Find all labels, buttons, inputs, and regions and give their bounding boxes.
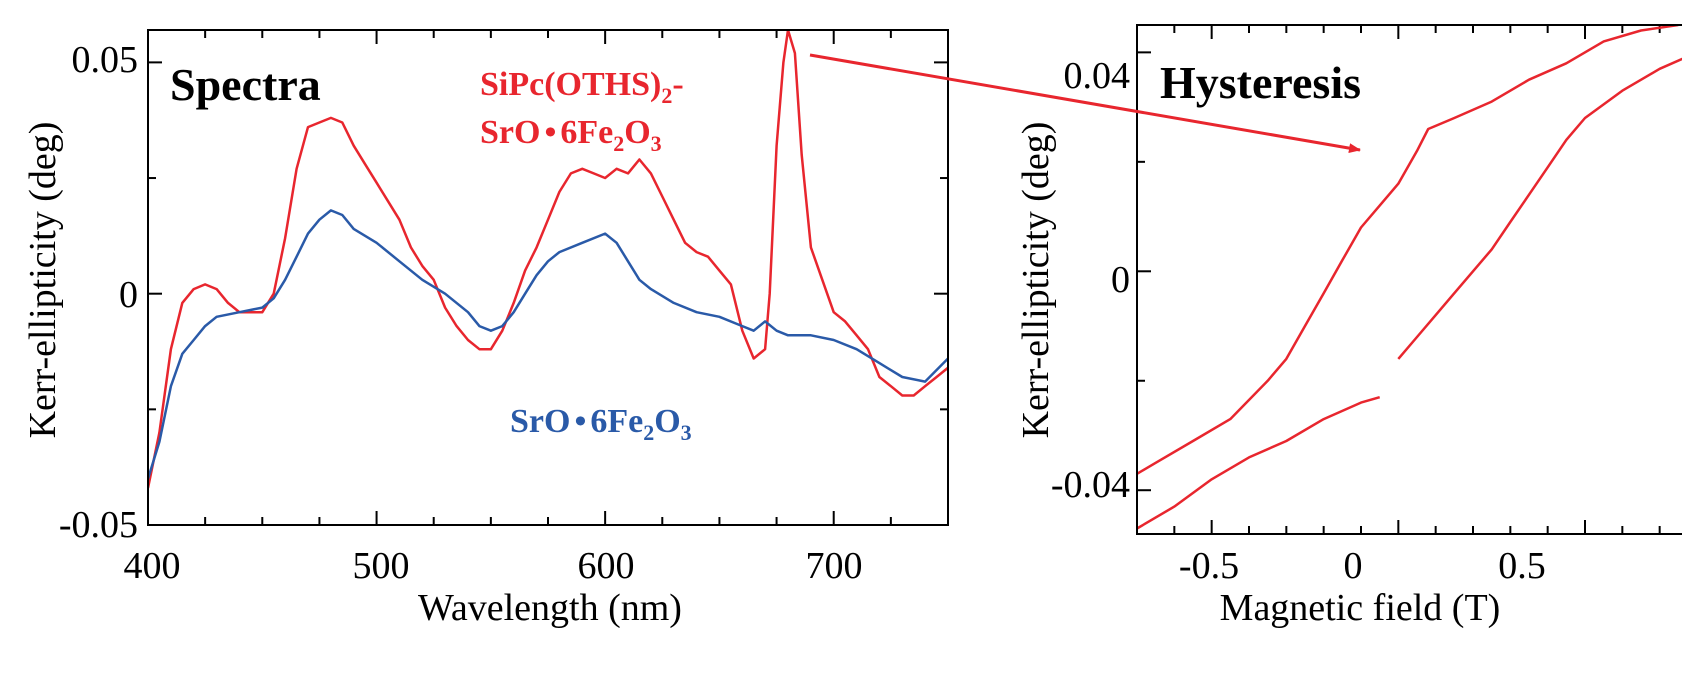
blue-label-o: O bbox=[654, 403, 680, 440]
hysteresis-panel: 0.04 0 -0.04 -0.5 0 0.5 Magnetic field (… bbox=[1015, 24, 1682, 629]
spectra-x-tick-label-700: 700 bbox=[806, 545, 863, 587]
hysteresis-series-group bbox=[1137, 25, 1682, 530]
hysteresis-y-tick-label-0.04: 0.04 bbox=[1064, 55, 1131, 97]
hysteresis-x-tick-label-0: 0 bbox=[1344, 545, 1363, 587]
red-label-tail: - bbox=[672, 66, 683, 103]
spectra-x-axis-title: Wavelength (nm) bbox=[418, 587, 682, 629]
red-label-fe: 6Fe bbox=[560, 114, 613, 151]
spectra-panel: 0.05 0 -0.05 400 500 600 700 Wavelength … bbox=[22, 29, 949, 629]
hysteresis-x-axis-title: Magnetic field (T) bbox=[1220, 587, 1501, 629]
spectra-y-tick-label-0.05: 0.05 bbox=[72, 39, 139, 81]
hysteresis-y-tick-label-0: 0 bbox=[1111, 259, 1130, 301]
hysteresis-plot-frame bbox=[1136, 24, 1682, 535]
spectra-plot-frame bbox=[147, 29, 949, 526]
spectra-series-line-0 bbox=[148, 30, 948, 489]
red-label-part: SiPc(OTHS) bbox=[480, 66, 661, 103]
spectra-y-axis-title: Kerr-ellipticity (deg) bbox=[22, 122, 64, 439]
blue-label-fe: 6Fe bbox=[590, 403, 643, 440]
spectra-red-series-label-line1: SiPc(OTHS)2- bbox=[480, 66, 684, 108]
hysteresis-y-axis-title: Kerr-ellipticity (deg) bbox=[1015, 122, 1057, 439]
spectra-series-group bbox=[148, 30, 948, 489]
red-label-subscript: 2 bbox=[661, 83, 672, 108]
hysteresis-y-tick-label-minus-0.04: -0.04 bbox=[1051, 464, 1130, 506]
spectra-y-tick-label-0: 0 bbox=[119, 274, 138, 316]
blue-label-sub1: 2 bbox=[643, 420, 654, 445]
spectra-series-line-1 bbox=[148, 209, 948, 480]
hysteresis-panel-title: Hysteresis bbox=[1160, 57, 1361, 108]
hysteresis-series-line-0 bbox=[1137, 25, 1679, 475]
red-label-sub1: 2 bbox=[613, 131, 624, 156]
red-label-o: O bbox=[624, 114, 650, 151]
spectra-y-tick-label-minus-0.05: -0.05 bbox=[59, 504, 138, 546]
hysteresis-x-tick-label-minus-0.5: -0.5 bbox=[1179, 545, 1239, 587]
red-label-sub2: 3 bbox=[651, 131, 662, 156]
spectra-blue-series-label: SrO • 6Fe2O3 bbox=[510, 403, 692, 445]
blue-label-dot: • bbox=[574, 403, 586, 440]
blue-label-sub2: 3 bbox=[681, 420, 692, 445]
hysteresis-series-line-2 bbox=[1397, 57, 1682, 360]
blue-label-sro: SrO bbox=[510, 403, 570, 440]
peak-to-hysteresis-arrow bbox=[809, 53, 1361, 154]
spectra-red-series-label-line2: SrO • 6Fe2O3 bbox=[480, 114, 662, 156]
spectra-x-tick-label-600: 600 bbox=[578, 545, 635, 587]
red-label-sro: SrO bbox=[480, 114, 540, 151]
hysteresis-x-tick-label-0.5: 0.5 bbox=[1498, 545, 1546, 587]
spectra-x-tick-label-500: 500 bbox=[353, 545, 410, 587]
spectra-panel-title: Spectra bbox=[170, 59, 321, 110]
hysteresis-ticks bbox=[1137, 25, 1661, 534]
spectra-ticks bbox=[147, 30, 949, 526]
red-label-dot: • bbox=[544, 114, 556, 151]
hysteresis-series-line-1 bbox=[1137, 395, 1381, 530]
spectra-x-tick-label-400: 400 bbox=[124, 545, 181, 587]
